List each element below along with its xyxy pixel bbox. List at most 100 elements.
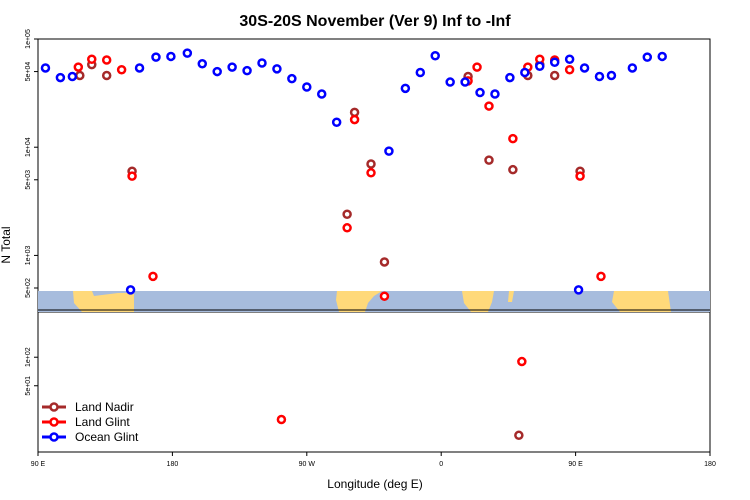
axis-ticks: 90 E 180 90 W 0 90 E 180 1e+05 5e+04 1e+04 5e+03 1… (25, 29, 716, 468)
point-ocean-glint (40, 63, 51, 73)
point-ocean-glint (400, 83, 411, 94)
point-ocean-glint (197, 59, 208, 69)
y-tick-label: 1e+02 (25, 347, 32, 367)
point-ocean-glint (151, 52, 161, 62)
point-ocean-glint (242, 65, 252, 76)
point-land-glint (101, 55, 112, 65)
point-ocean-glint (384, 146, 394, 156)
point-ocean-glint (490, 89, 500, 99)
ocean-band (38, 291, 710, 312)
y-tick-label: 5e+04 (25, 62, 32, 82)
point-ocean-glint (535, 61, 545, 71)
point-ocean-glint (67, 71, 78, 82)
y-tick-label: 5e+02 (25, 278, 32, 298)
point-land-glint (575, 171, 585, 181)
point-ocean-glint (573, 285, 584, 295)
point-land-nadir (101, 70, 112, 81)
point-ocean-glint (316, 89, 327, 99)
point-land-glint (342, 223, 352, 233)
point-land-glint (564, 64, 575, 75)
legend-marker-ocean-glint (49, 432, 59, 442)
point-land-nadir (366, 159, 376, 169)
legend-label-ocean-glint: Ocean Glint (75, 430, 139, 444)
point-land-glint (517, 356, 527, 367)
x-tick-label: 180 (704, 461, 716, 468)
legend-marker-land-nadir (49, 402, 59, 412)
legend-label-land-nadir: Land Nadir (75, 400, 134, 414)
lower-plot-frame (37, 311, 711, 453)
point-land-glint (508, 133, 518, 144)
point-ocean-glint (125, 285, 136, 295)
land-australia-left (73, 291, 134, 312)
point-land-nadir (349, 107, 360, 118)
land-madagascar (508, 291, 514, 302)
point-ocean-glint (520, 67, 530, 78)
point-ocean-glint (331, 117, 342, 128)
point-ocean-glint (627, 63, 638, 73)
point-ocean-glint (55, 72, 66, 83)
y-tick-label: 5e+01 (25, 376, 32, 396)
point-land-nadir (508, 164, 518, 175)
legend: Land Nadir Land Glint Ocean Glint (42, 400, 139, 444)
point-land-glint (379, 291, 390, 301)
point-ocean-glint (505, 72, 515, 83)
x-tick-label: 90 E (31, 461, 46, 468)
x-tick-label: 180 (167, 461, 179, 468)
point-land-glint (484, 101, 494, 111)
land-africa (462, 291, 494, 312)
point-ocean-glint (564, 54, 575, 64)
point-land-glint (87, 54, 97, 64)
y-tick-label: 5e+03 (25, 170, 32, 190)
point-ocean-glint (606, 70, 617, 81)
point-land-nadir (75, 70, 85, 81)
point-ocean-glint (134, 63, 145, 73)
point-ocean-glint (579, 63, 590, 73)
x-tick-label: 0 (439, 461, 443, 468)
point-land-nadir (484, 155, 494, 165)
x-axis-label: Longitude (deg E) (327, 477, 422, 491)
y-tick-label: 1e+04 (25, 137, 32, 157)
world-map-strip (38, 291, 710, 312)
x-tick-label: 90 E (568, 461, 583, 468)
point-land-glint (366, 168, 376, 178)
point-ocean-glint (212, 66, 222, 77)
point-ocean-glint (415, 67, 426, 78)
point-land-glint (276, 414, 287, 425)
y-tick-label: 1e+03 (25, 245, 32, 265)
point-ocean-glint (257, 58, 267, 68)
point-land-glint (472, 62, 482, 72)
point-ocean-glint (227, 62, 237, 72)
point-land-glint (127, 171, 137, 181)
point-land-glint (596, 271, 606, 282)
point-land-nadir (549, 70, 560, 81)
point-land-nadir (514, 430, 524, 441)
x-tick-label: 90 W (299, 461, 316, 468)
land-australia-right (612, 291, 671, 312)
point-ocean-glint (272, 64, 282, 74)
data-points (40, 48, 667, 441)
point-ocean-glint (287, 73, 297, 84)
point-land-glint (148, 271, 158, 282)
y-axis-label: N Total (0, 226, 13, 263)
point-ocean-glint (430, 51, 440, 61)
point-ocean-glint (182, 48, 193, 58)
point-land-nadir (379, 257, 390, 267)
point-ocean-glint (445, 77, 455, 87)
point-ocean-glint (302, 82, 312, 92)
point-ocean-glint (549, 57, 560, 67)
point-ocean-glint (460, 77, 470, 87)
y-tick-label: 1e+05 (25, 29, 32, 49)
point-ocean-glint (642, 52, 653, 62)
point-ocean-glint (594, 71, 605, 82)
legend-label-land-glint: Land Glint (75, 415, 130, 429)
point-land-glint (73, 62, 84, 72)
chart-title: 30S-20S November (Ver 9) Inf to -Inf (239, 13, 511, 30)
point-ocean-glint (166, 51, 176, 62)
point-land-glint (116, 64, 127, 75)
point-land-glint (349, 114, 360, 125)
point-ocean-glint (475, 87, 485, 98)
point-ocean-glint (657, 51, 667, 62)
point-land-nadir (342, 209, 352, 220)
land-south-america (336, 291, 382, 312)
